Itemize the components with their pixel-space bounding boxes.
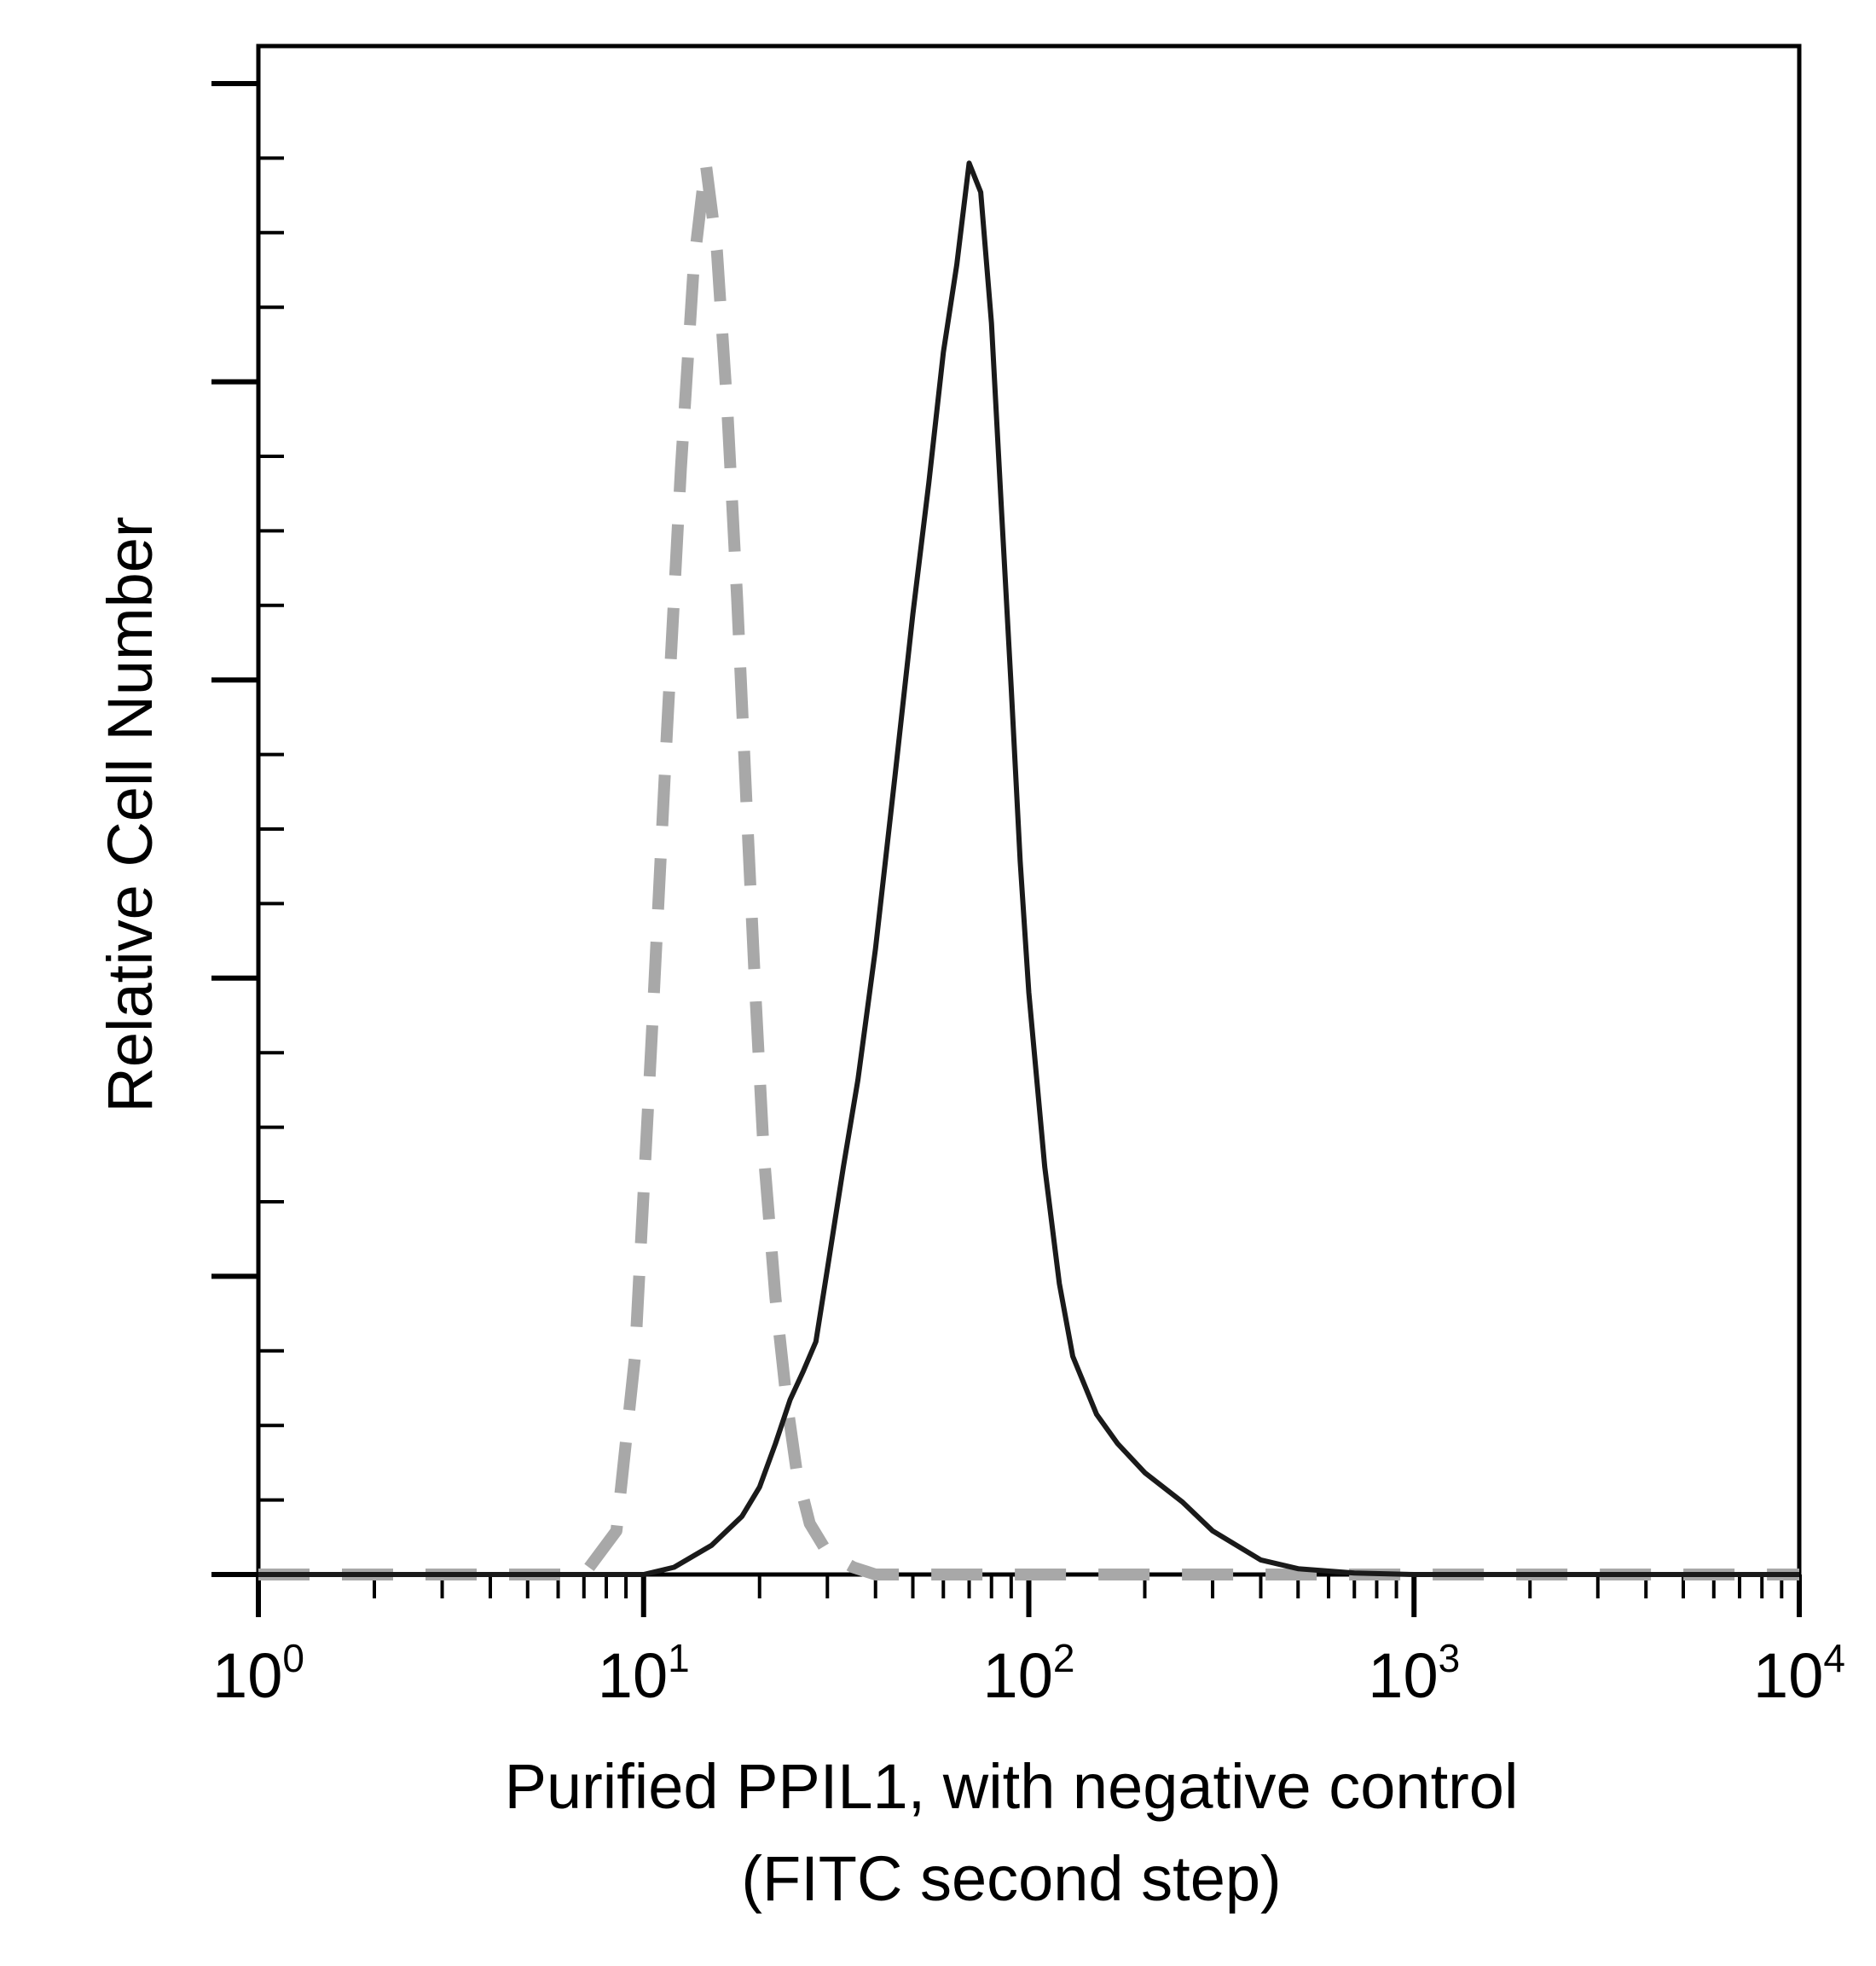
x-tick-label: 102 xyxy=(983,1636,1075,1711)
x-tick-label: 104 xyxy=(1753,1636,1845,1711)
x-tick-label: 100 xyxy=(212,1636,304,1711)
y-axis-title: Relative Cell Number xyxy=(95,516,165,1112)
negative-control-series-line xyxy=(258,157,1799,1580)
x-axis-title-line-2: (FITC second step) xyxy=(741,1843,1281,1914)
x-axis-tick-labels: 100 101 102 103 104 xyxy=(212,1636,1845,1711)
x-tick-label: 101 xyxy=(598,1636,690,1711)
x-axis-title-line-1: Purified PPIL1, with negative control xyxy=(505,1751,1519,1822)
series-layer xyxy=(258,157,1799,1580)
y-axis-ticks xyxy=(211,81,284,1577)
x-tick-label: 103 xyxy=(1368,1636,1460,1711)
x-axis-ticks xyxy=(256,1575,1802,1617)
plot-frame xyxy=(256,43,1802,1577)
ppil1-series-line xyxy=(258,160,1799,1577)
